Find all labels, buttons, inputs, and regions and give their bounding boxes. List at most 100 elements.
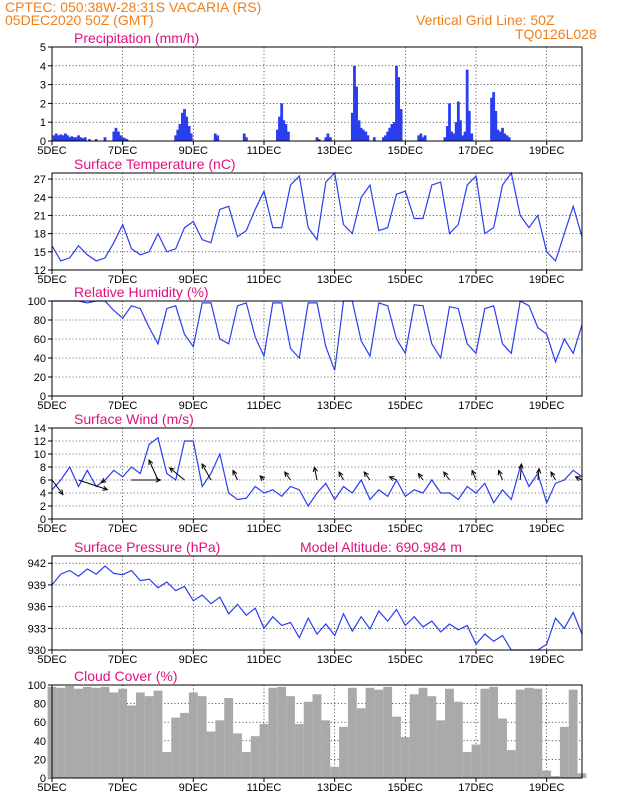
precip-bar: [498, 131, 502, 141]
humidity-x-tick-label: 7DEC: [108, 400, 137, 412]
precip-bar: [286, 131, 290, 141]
vertical-grid-note: Vertical Grid Line: 50Z: [416, 12, 555, 28]
precip-bar: [72, 137, 76, 141]
humidity-series-line: [52, 300, 583, 371]
precip-bar: [459, 120, 462, 141]
cloud-bar: [551, 776, 560, 778]
precip-bar: [79, 137, 83, 141]
humidity-x-tick-label: 19DEC: [529, 400, 565, 412]
run-code: TQ0126L028: [515, 26, 597, 42]
precip-bar: [282, 120, 286, 141]
cloud-bar: [480, 688, 490, 778]
temperature-y-tick-label: 18: [34, 229, 46, 241]
cloud-cover-x-tick-label: 5DEC: [37, 782, 66, 794]
precipitation-x-tick-label: 13DEC: [317, 145, 353, 157]
wind-vector: [550, 471, 556, 481]
cloud-bar: [206, 731, 216, 778]
cloud-bar: [224, 698, 234, 778]
precipitation-title: Precipitation (mm/h): [74, 30, 199, 46]
wind-vector: [201, 463, 212, 481]
temperature-x-tick-label: 5DEC: [37, 274, 66, 286]
wind-vector-head: [312, 466, 318, 473]
precip-bar: [350, 112, 354, 141]
pressure-panel: [48, 555, 583, 654]
temperature-x-tick-label: 13DEC: [317, 274, 353, 286]
pressure-x-tick-label: 15DEC: [388, 654, 424, 666]
wind-vector: [443, 471, 450, 481]
precip-bar: [176, 129, 180, 141]
precip-bar: [448, 103, 451, 141]
precip-bar: [117, 131, 120, 141]
precip-bar: [386, 131, 390, 141]
pressure-x-tick-label: 7DEC: [108, 654, 137, 666]
precip-bar: [77, 135, 80, 141]
precip-bar: [443, 137, 447, 141]
wind-vector-head: [388, 476, 395, 481]
cloud-bar: [171, 717, 181, 778]
wind-series-line: [51, 436, 583, 508]
temperature-title: Surface Temperature (nC): [74, 156, 236, 172]
pressure-frame: [51, 555, 583, 651]
precip-bar: [454, 122, 458, 141]
precip-bar: [384, 135, 387, 141]
wind-vector: [471, 470, 477, 481]
precip-bar: [357, 120, 361, 141]
cloud-bar: [74, 688, 83, 778]
cloud-cover-x-tick-label: 13DEC: [317, 782, 353, 794]
cloud-bar: [436, 720, 446, 778]
precip-bar: [242, 133, 246, 141]
cloud-bar: [471, 744, 481, 778]
precip-bar: [366, 135, 370, 141]
precip-bar: [61, 135, 65, 141]
wind-vector-head: [148, 458, 154, 466]
temperature-y-tick-label: 21: [34, 210, 46, 222]
cloud-bar: [100, 686, 110, 778]
pressure-y-tick-label: 933: [28, 623, 46, 635]
cloud-bar: [215, 720, 225, 778]
precip-bar: [382, 137, 385, 141]
precip-bar: [421, 137, 425, 141]
cloud-cover-frame: [51, 684, 583, 779]
precip-bar: [187, 125, 191, 141]
cloud-bar: [418, 687, 428, 778]
precip-bar: [492, 92, 496, 141]
wind-vector: [498, 470, 503, 481]
wind-x-tick-label: 13DEC: [317, 523, 353, 535]
precip-bar: [112, 131, 116, 141]
precipitation-frame: [51, 46, 583, 142]
cloud-bar: [118, 688, 128, 778]
precipitation-y-tick-label: 1: [40, 117, 46, 129]
cloud-bar: [542, 770, 552, 778]
precip-bar: [174, 135, 178, 141]
wind-vector-head: [443, 471, 449, 478]
wind-vector: [575, 476, 583, 481]
humidity-y-tick-label: 20: [34, 372, 46, 384]
precip-bar: [359, 127, 363, 141]
cloud-cover-y-tick-label: 60: [34, 717, 46, 729]
cloud-bar: [127, 705, 136, 778]
cloud-bar: [250, 736, 260, 778]
precip-bar: [180, 112, 184, 141]
precip-bar: [123, 138, 127, 141]
wind-vector: [418, 473, 424, 481]
precip-bar: [467, 110, 471, 141]
precip-bar: [423, 135, 427, 141]
wind-y-tick-label: 12: [34, 436, 46, 448]
cloud-cover-x-tick-label: 7DEC: [108, 782, 137, 794]
cloud-bar: [144, 696, 154, 778]
cloud-cover-panel: [47, 684, 587, 782]
wind-vector-head: [338, 470, 344, 478]
cloud-bar: [180, 712, 189, 778]
cloud-cover-y-tick-label: 40: [34, 736, 46, 748]
cloud-cover-y-tick-label: 100: [28, 680, 46, 692]
precip-bar: [276, 129, 279, 141]
temperature-x-tick-label: 17DEC: [458, 274, 494, 286]
pressure-y-tick-label: 939: [28, 580, 46, 592]
cloud-bar: [188, 692, 198, 778]
precipitation-panel: [48, 46, 583, 145]
pressure-series-line: [51, 565, 583, 651]
cloud-bar: [400, 737, 410, 778]
precip-bar: [456, 101, 460, 141]
humidity-x-tick-label: 11DEC: [247, 400, 282, 412]
precip-bar: [490, 97, 493, 141]
